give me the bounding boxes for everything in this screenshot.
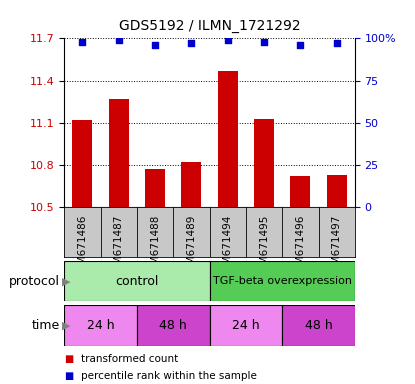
Bar — [109, 99, 129, 207]
Text: GSM671496: GSM671496 — [295, 215, 305, 278]
Text: ▶: ▶ — [62, 320, 71, 331]
Bar — [64, 305, 137, 346]
Bar — [327, 175, 347, 207]
Text: TGF-beta overexpression: TGF-beta overexpression — [213, 276, 352, 286]
Bar — [73, 120, 93, 207]
Text: 24 h: 24 h — [87, 319, 115, 332]
Text: GSM671489: GSM671489 — [186, 215, 196, 278]
Text: GSM671487: GSM671487 — [114, 215, 124, 278]
Text: 48 h: 48 h — [159, 319, 187, 332]
Point — [115, 37, 122, 43]
Point — [152, 42, 159, 48]
Text: ▶: ▶ — [62, 276, 71, 286]
Bar — [254, 119, 274, 207]
Bar — [210, 305, 282, 346]
Text: GSM671494: GSM671494 — [223, 215, 233, 278]
Text: ■: ■ — [64, 371, 73, 381]
Text: GSM671488: GSM671488 — [150, 215, 160, 278]
Text: 24 h: 24 h — [232, 319, 260, 332]
Text: 48 h: 48 h — [305, 319, 332, 332]
Text: ■: ■ — [64, 354, 73, 364]
Bar — [181, 162, 201, 207]
Text: GSM671497: GSM671497 — [332, 215, 342, 278]
Bar — [218, 71, 238, 207]
Text: percentile rank within the sample: percentile rank within the sample — [81, 371, 257, 381]
Text: GSM671486: GSM671486 — [78, 215, 88, 278]
Bar — [282, 305, 355, 346]
Point — [261, 39, 267, 45]
Title: GDS5192 / ILMN_1721292: GDS5192 / ILMN_1721292 — [119, 19, 300, 33]
Text: GSM671495: GSM671495 — [259, 215, 269, 278]
Bar — [290, 176, 310, 207]
Point — [225, 37, 231, 43]
Point — [79, 39, 86, 45]
Point — [333, 40, 340, 46]
Text: control: control — [115, 275, 159, 288]
Text: time: time — [32, 319, 60, 332]
Bar — [137, 305, 210, 346]
Text: transformed count: transformed count — [81, 354, 178, 364]
Point — [297, 42, 304, 48]
Bar — [64, 261, 210, 301]
Point — [188, 40, 195, 46]
Bar — [210, 261, 355, 301]
Text: protocol: protocol — [9, 275, 60, 288]
Bar — [145, 169, 165, 207]
